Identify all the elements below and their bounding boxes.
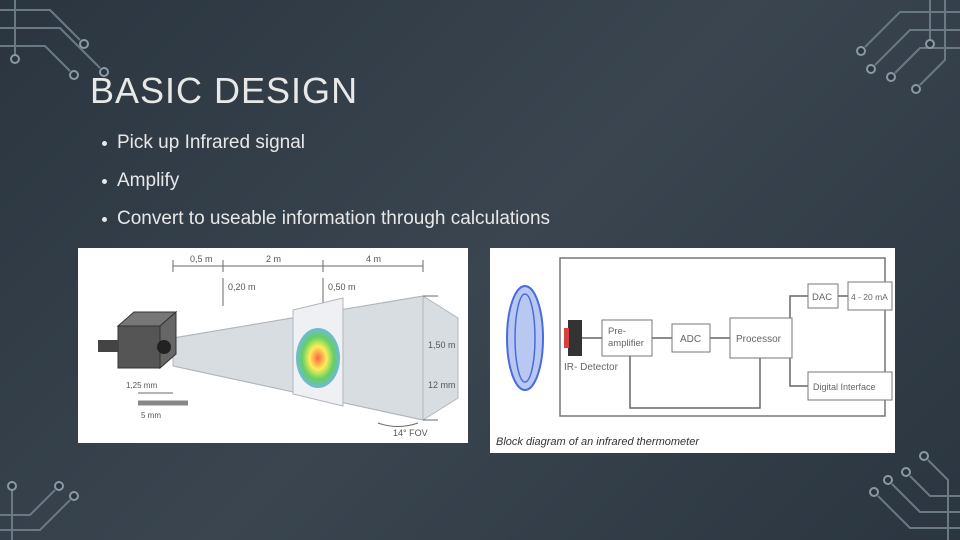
slide-content: BASIC DESIGN Pick up Infrared signal Amp…: [90, 70, 900, 510]
list-item: Pick up Infrared signal: [102, 132, 900, 154]
bullet-text: Pick up Infrared signal: [117, 132, 305, 154]
figure-caption: Block diagram of an infrared thermometer: [490, 433, 895, 451]
optics-diagram: 0,5 m 2 m 4 m 0,20 m 0,50 m: [78, 248, 468, 443]
dim-label: 4 m: [366, 254, 381, 264]
svg-text:Pre-: Pre-: [608, 326, 626, 337]
dim-label: 12 mm: [428, 380, 456, 390]
dim-label: 5 mm: [141, 411, 161, 420]
bullet-text: Convert to useable information through c…: [117, 208, 550, 230]
slide-title: BASIC DESIGN: [90, 70, 900, 112]
bullet-icon: [102, 141, 107, 146]
svg-text:IR- Detector: IR- Detector: [564, 362, 619, 373]
bullet-list: Pick up Infrared signal Amplify Convert …: [102, 132, 900, 230]
block-label: Processor: [736, 334, 782, 345]
dim-label: 0,20 m: [228, 282, 256, 292]
svg-text:amplifier: amplifier: [608, 338, 644, 349]
list-item: Amplify: [102, 170, 900, 192]
sensor-icon: [98, 312, 176, 368]
block-label: Digital Interface: [813, 382, 876, 392]
block-diagram: IR- Detector Pre-: [490, 248, 895, 453]
bullet-icon: [102, 179, 107, 184]
dim-label: 0,5 m: [190, 254, 213, 264]
dim-label: 2 m: [266, 254, 281, 264]
lens-icon: [507, 286, 543, 390]
block-label: ADC: [680, 334, 701, 345]
bullet-icon: [102, 217, 107, 222]
dim-label: 1,50 m: [428, 340, 456, 350]
block-label: DAC: [812, 292, 832, 303]
figure-row: 0,5 m 2 m 4 m 0,20 m 0,50 m: [78, 248, 900, 453]
bullet-text: Amplify: [117, 170, 179, 192]
list-item: Convert to useable information through c…: [102, 208, 900, 230]
dim-label: 0,50 m: [328, 282, 356, 292]
block-label: 4 - 20 mA: [851, 292, 888, 302]
detector-icon: [568, 320, 582, 356]
dim-label: 1,25 mm: [126, 381, 157, 390]
fov-label: 14° FOV: [393, 428, 428, 438]
